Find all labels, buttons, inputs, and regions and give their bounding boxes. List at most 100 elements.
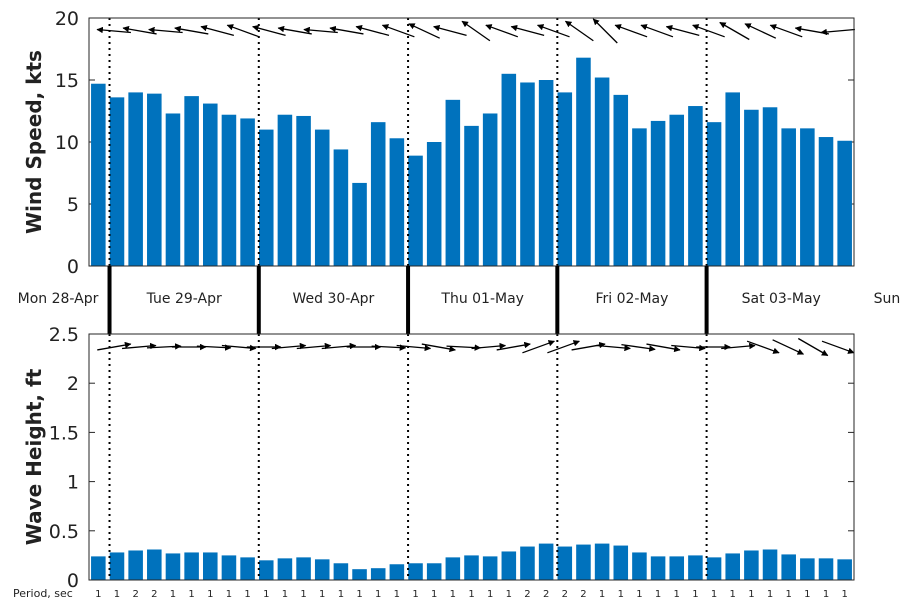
period-value: 1: [468, 589, 474, 600]
period-value: 1: [207, 589, 213, 600]
day-label: Thu 01-May: [440, 291, 524, 307]
wave-plot-frame: [88, 333, 855, 581]
wind-direction-arrow: [355, 24, 390, 37]
wave-bar: [426, 563, 442, 580]
wind-bar: [650, 120, 666, 266]
wind-bar: [464, 125, 479, 266]
wave-direction-arrow: [621, 343, 656, 352]
wave-bar: [669, 556, 685, 580]
wave-bar: [594, 543, 610, 580]
wind-direction-arrow: [719, 21, 750, 41]
wave-bar: [352, 569, 367, 580]
wind-bar: [501, 73, 517, 266]
wave-direction-arrow: [571, 341, 606, 351]
wave-bar: [333, 563, 349, 580]
wave-tick-label: 0: [67, 570, 79, 592]
wind-bar: [352, 182, 367, 266]
wave-y-ticks: 0 0.5 1 1.5 2 2.5: [49, 324, 854, 592]
wind-bar: [557, 92, 573, 267]
wave-bar: [296, 557, 311, 580]
wave-bar: [557, 546, 573, 580]
period-value: 1: [282, 589, 288, 600]
wave-direction-arrow: [821, 340, 855, 354]
wind-direction-arrow: [277, 25, 312, 35]
wave-day-dividers: [108, 334, 708, 580]
wave-bar: [501, 551, 517, 580]
wind-tick-label: 0: [67, 256, 79, 278]
wind-bar: [147, 93, 162, 266]
wind-direction-arrow: [252, 24, 286, 37]
wind-direction-arrow: [303, 26, 338, 34]
period-value: 1: [338, 589, 344, 600]
period-value: 1: [431, 589, 437, 600]
wind-tick-label: 10: [55, 132, 79, 154]
wave-bar: [408, 563, 423, 580]
wave-tick-label: 1: [67, 472, 79, 494]
wind-bar: [800, 128, 815, 266]
period-value: 1: [692, 589, 698, 600]
period-value: 1: [655, 589, 661, 600]
wave-bar: [389, 564, 405, 580]
wave-bar: [632, 552, 647, 580]
day-label: Tue 29-Apr: [146, 291, 222, 307]
period-value: 1: [711, 589, 717, 600]
wave-bar: [781, 554, 796, 580]
period-value: 1: [823, 589, 829, 600]
wind-direction-arrow: [510, 24, 545, 37]
wind-direction-arrow: [381, 24, 415, 38]
wave-direction-arrow: [471, 342, 507, 350]
wave-tick-label: 2.5: [49, 324, 79, 346]
wind-bar: [109, 97, 125, 266]
day-label: Fri 02-May: [595, 291, 668, 307]
wave-direction-arrow: [121, 342, 157, 350]
wind-bar: [837, 140, 852, 266]
period-value: 1: [804, 589, 810, 600]
wind-direction-arrow: [592, 18, 618, 44]
wave-direction-arrow: [296, 342, 332, 350]
period-value: 1: [767, 589, 773, 600]
wave-bar: [520, 546, 535, 580]
wind-tick-label: 15: [55, 70, 79, 92]
wave-bar: [221, 555, 237, 580]
wind-direction-arrow: [148, 26, 183, 34]
day-label: Mon 28-Apr: [18, 291, 99, 307]
period-value: 1: [674, 589, 680, 600]
wind-bar: [258, 129, 274, 266]
wind-direction-arrow: [329, 25, 364, 35]
period-value: 1: [412, 589, 418, 600]
wave-bar: [818, 558, 834, 580]
wind-bar: [333, 149, 349, 266]
wave-bar: [650, 556, 666, 580]
period-value: 1: [786, 589, 792, 600]
wave-direction-arrow: [221, 344, 257, 352]
wave-bar: [762, 549, 778, 580]
period-value: 1: [95, 589, 101, 600]
day-label: Wed 30-Apr: [293, 291, 375, 307]
wind-direction-arrow: [820, 28, 855, 36]
period-value: 2: [132, 589, 138, 600]
wind-bar: [744, 109, 759, 266]
wave-direction-arrow: [671, 344, 706, 352]
wave-bar: [688, 555, 703, 580]
wave-bar: [165, 553, 181, 580]
wind-bar: [576, 57, 591, 267]
wind-direction-arrow: [692, 24, 725, 38]
wave-bar: [314, 559, 330, 580]
wave-y-axis-label: Wave Height, ft: [22, 368, 46, 545]
wind-y-axis-label: Wind Speed, kts: [22, 50, 46, 234]
period-value: 1: [599, 589, 605, 600]
wind-tick-label: 5: [67, 194, 79, 216]
wind-bar: [408, 155, 423, 266]
period-value: 1: [748, 589, 754, 600]
wind-direction-arrow: [769, 24, 803, 38]
wave-direction-arrow: [196, 344, 232, 351]
period-value: 1: [636, 589, 642, 600]
wind-bar: [240, 118, 255, 266]
period-value: 1: [618, 589, 624, 600]
wind-bar: [520, 82, 535, 266]
wind-bar: [370, 122, 386, 266]
period-value: 1: [375, 589, 381, 600]
wave-bar: [800, 558, 815, 580]
wind-speed-chart: 0 5 10 15 20 Wind Speed, kts: [22, 8, 855, 278]
period-value: 2: [524, 589, 530, 600]
